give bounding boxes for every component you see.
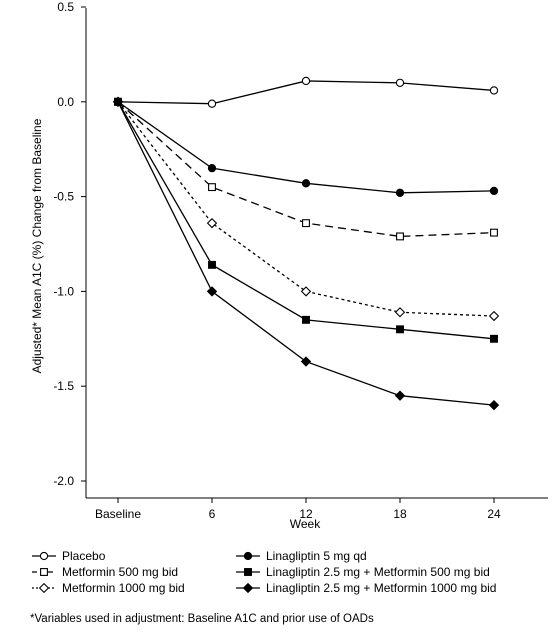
legend-marker (244, 568, 252, 576)
data-point (488, 399, 500, 411)
data-point (206, 217, 218, 229)
legend-item: Placebo (32, 549, 106, 563)
series-6 (112, 96, 500, 411)
data-point (302, 219, 310, 228)
x-tick-label: 12 (299, 507, 313, 521)
legend-label: Linagliptin 2.5 mg + Metformin 500 mg bi… (266, 565, 490, 579)
legend-item: Metformin 500 mg bid (32, 565, 178, 579)
data-point (396, 325, 404, 334)
legend-label: Metformin 1000 mg bid (62, 581, 185, 595)
legend-item: Linagliptin 2.5 mg + Metformin 500 mg bi… (236, 565, 490, 579)
x-tick-label: Baseline (95, 507, 141, 521)
data-point (490, 228, 498, 237)
data-point (395, 188, 405, 197)
series-line (117, 101, 495, 317)
series-4 (113, 97, 499, 197)
data-point (206, 286, 218, 297)
y-tick-label: -1.5 (53, 379, 74, 393)
y-tick-label: -0.5 (53, 190, 74, 204)
data-point (301, 179, 311, 188)
legend-item: Linagliptin 2.5 mg + Metformin 1000 mg b… (236, 581, 496, 595)
chart-series-layer (112, 76, 500, 411)
data-point (207, 164, 217, 173)
y-axis-title: Adjusted* Mean A1C (%) Change from Basel… (30, 118, 44, 373)
data-point (112, 96, 124, 107)
x-tick-label: 24 (487, 507, 501, 521)
legend-item: Metformin 1000 mg bid (32, 581, 185, 595)
data-point (489, 86, 499, 95)
data-point (302, 315, 310, 324)
legend-marker (242, 582, 254, 594)
data-point (208, 183, 216, 192)
data-point (300, 286, 312, 297)
y-tick-label: 0.0 (57, 95, 74, 109)
series-1 (113, 76, 499, 108)
legend-label: Metformin 500 mg bid (62, 565, 178, 579)
data-point (207, 99, 217, 108)
legend-marker (243, 551, 253, 561)
series-2 (114, 97, 498, 241)
x-tick-label: 6 (209, 507, 216, 521)
data-point (396, 232, 404, 241)
data-point (489, 186, 499, 196)
chart-axes: 0.5 0.0 -0.5 -1.0 -1.5 -2.0 Baseline 6 12 18 24 (53, 0, 548, 521)
x-axis-title: Week (290, 517, 321, 531)
data-point (208, 260, 216, 269)
chart-legend: Placebo Metformin 500 mg bid Metformin 100… (32, 549, 496, 595)
y-tick-label: -2.0 (53, 474, 74, 488)
data-point (301, 76, 311, 86)
legend-marker (38, 582, 50, 594)
y-tick-label: -1.0 (53, 284, 74, 298)
data-point (395, 78, 405, 87)
legend-label: Linagliptin 2.5 mg + Metformin 1000 mg b… (266, 581, 496, 595)
data-point (394, 390, 406, 401)
data-point (394, 307, 406, 318)
data-point (490, 334, 498, 343)
legend-label: Placebo (62, 549, 106, 563)
y-tick-label: 0.5 (57, 0, 74, 14)
data-point (488, 310, 500, 322)
legend-item: Linagliptin 5 mg qd (236, 549, 367, 563)
legend-marker (39, 551, 49, 561)
legend-label: Linagliptin 5 mg qd (266, 549, 367, 563)
legend-marker (40, 568, 48, 576)
x-tick-label: 18 (393, 507, 407, 521)
chart-footnote: *Variables used in adjustment: Baseline … (30, 613, 374, 625)
series-line (117, 101, 495, 194)
data-point (300, 356, 312, 367)
